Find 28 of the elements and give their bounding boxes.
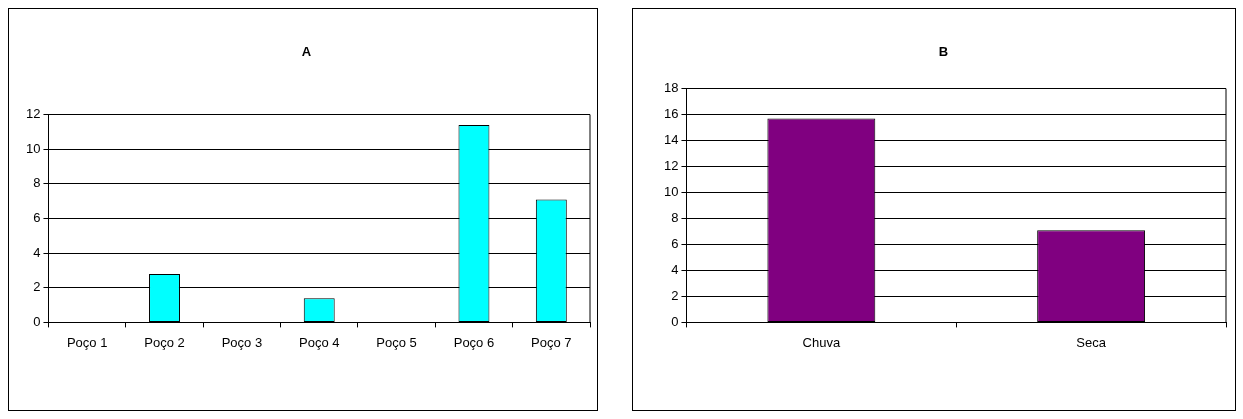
y-tick-label: 6 xyxy=(671,236,679,252)
y-tick-label: 14 xyxy=(663,132,679,148)
chart-title: B xyxy=(938,44,949,60)
x-tick-label: Poço 6 xyxy=(453,334,495,350)
x-tick-label: Seca xyxy=(1076,334,1107,350)
y-tick-label: 4 xyxy=(671,262,679,278)
y-tick-label: 8 xyxy=(33,175,41,191)
x-tick-label: Chuva xyxy=(802,334,841,350)
x-tick-label: Poço 1 xyxy=(66,334,108,350)
x-tick-label: Poço 2 xyxy=(144,334,185,350)
y-tick-label: 10 xyxy=(663,184,679,200)
y-tick-label: 16 xyxy=(663,106,679,122)
y-tick-label: 4 xyxy=(33,244,41,260)
x-tick-label: Poço 4 xyxy=(298,334,340,350)
chart-title: A xyxy=(301,44,312,60)
x-tick-label: Poço 3 xyxy=(221,334,263,350)
y-tick-label: 0 xyxy=(671,313,679,329)
y-tick-label: 2 xyxy=(33,279,41,295)
x-tick-label: Poço 5 xyxy=(376,334,417,350)
y-tick-label: 0 xyxy=(33,313,41,329)
y-tick-label: 10 xyxy=(25,140,41,156)
y-tick-label: 12 xyxy=(663,158,679,174)
y-tick-label: 2 xyxy=(671,288,679,303)
y-tick-label: 8 xyxy=(671,210,679,226)
y-tick-label: 12 xyxy=(25,106,41,122)
x-tick-label: Poço 7 xyxy=(531,334,572,350)
y-tick-label: 6 xyxy=(33,210,41,226)
y-tick-label: 18 xyxy=(663,80,679,96)
